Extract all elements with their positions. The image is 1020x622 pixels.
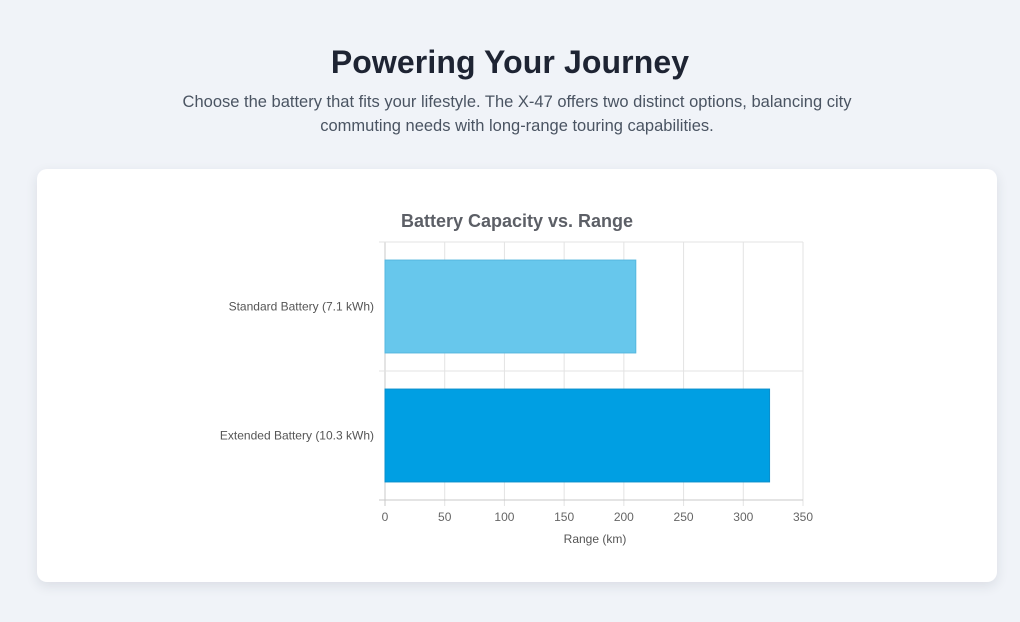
x-tick-label: 50 [438, 510, 452, 524]
x-tick-label: 250 [674, 510, 694, 524]
page-title: Powering Your Journey [330, 44, 690, 80]
category-label: Standard Battery (7.1 kWh) [229, 300, 374, 314]
x-tick-label: 200 [614, 510, 634, 524]
x-tick-label: 0 [382, 510, 389, 524]
bar [384, 388, 771, 483]
chart-bars [384, 259, 771, 483]
x-tick-label: 150 [554, 510, 574, 524]
page-subtitle: Choose the battery that fits your lifest… [182, 93, 852, 135]
battery-range-chart: 0 50 100 150 200 250 300 350 Standard Battery (7… [220, 211, 813, 546]
bar [384, 259, 637, 354]
x-tick-label: 100 [494, 510, 514, 524]
chart-card: 0 50 100 150 200 250 300 350 Standard Battery (7… [37, 169, 997, 582]
x-axis-title: Range (km) [564, 532, 627, 546]
category-label: Extended Battery (10.3 kWh) [220, 429, 374, 443]
x-tick-label: 350 [793, 510, 813, 524]
chart-title: Battery Capacity vs. Range [401, 211, 633, 231]
chart-labels: 0 50 100 150 200 250 300 350 Standard Battery (7… [220, 300, 813, 525]
x-tick-label: 300 [733, 510, 753, 524]
